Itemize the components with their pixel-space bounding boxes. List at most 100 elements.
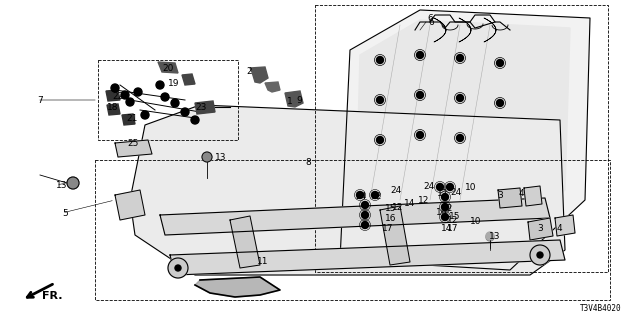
Circle shape	[356, 191, 364, 198]
Circle shape	[202, 152, 212, 162]
Text: 12: 12	[437, 188, 449, 197]
Circle shape	[376, 137, 383, 143]
Circle shape	[497, 60, 504, 67]
Circle shape	[134, 88, 142, 96]
Text: 7: 7	[37, 95, 43, 105]
Text: 14: 14	[441, 223, 452, 233]
Circle shape	[456, 94, 463, 101]
Polygon shape	[122, 114, 135, 125]
Circle shape	[436, 183, 444, 190]
Circle shape	[171, 99, 179, 107]
Text: 12: 12	[392, 203, 403, 212]
Text: 20: 20	[162, 63, 173, 73]
Text: 12: 12	[442, 204, 453, 212]
Text: 3: 3	[497, 190, 503, 199]
Text: 13: 13	[489, 231, 500, 241]
Text: 5: 5	[62, 209, 68, 218]
Polygon shape	[130, 105, 565, 275]
Polygon shape	[498, 188, 522, 208]
Circle shape	[442, 204, 449, 211]
Circle shape	[156, 81, 164, 89]
Circle shape	[417, 92, 424, 99]
Circle shape	[141, 111, 149, 119]
Circle shape	[442, 213, 449, 220]
Polygon shape	[265, 82, 280, 92]
Text: 6: 6	[428, 18, 434, 27]
Circle shape	[486, 233, 494, 241]
Circle shape	[456, 54, 463, 61]
Text: 23: 23	[195, 102, 206, 111]
Circle shape	[111, 84, 119, 92]
Text: 12: 12	[371, 191, 382, 201]
Polygon shape	[555, 215, 575, 236]
Text: 15: 15	[385, 204, 397, 212]
Circle shape	[168, 258, 188, 278]
Circle shape	[417, 132, 424, 139]
Circle shape	[447, 183, 454, 190]
Polygon shape	[107, 104, 120, 115]
Circle shape	[175, 265, 181, 271]
Text: 17: 17	[382, 223, 394, 233]
Text: 8: 8	[305, 157, 311, 166]
Text: 10: 10	[470, 217, 481, 226]
Polygon shape	[182, 74, 195, 85]
Text: 17: 17	[447, 223, 458, 233]
Text: 24: 24	[390, 186, 401, 195]
Text: 11: 11	[257, 258, 269, 267]
Circle shape	[486, 232, 494, 240]
Text: 4: 4	[557, 223, 563, 233]
Circle shape	[537, 252, 543, 258]
Text: 16: 16	[436, 207, 447, 217]
Text: 3: 3	[537, 223, 543, 233]
Circle shape	[376, 97, 383, 103]
Text: 12: 12	[418, 196, 429, 204]
Text: 22: 22	[112, 92, 124, 100]
Polygon shape	[380, 206, 410, 265]
Circle shape	[121, 91, 129, 99]
Polygon shape	[195, 101, 215, 114]
Text: 24: 24	[450, 188, 461, 196]
Circle shape	[362, 212, 369, 219]
Text: 4: 4	[519, 188, 525, 197]
Circle shape	[181, 108, 189, 116]
Text: 1: 1	[287, 97, 292, 106]
Circle shape	[191, 116, 199, 124]
Polygon shape	[528, 218, 553, 240]
Circle shape	[376, 57, 383, 63]
Polygon shape	[340, 10, 590, 270]
Circle shape	[497, 100, 504, 107]
Polygon shape	[115, 140, 152, 157]
Polygon shape	[524, 186, 542, 206]
Circle shape	[530, 245, 550, 265]
Polygon shape	[285, 91, 303, 107]
Polygon shape	[195, 277, 280, 297]
Text: 19: 19	[168, 78, 179, 87]
Text: 24: 24	[355, 191, 366, 201]
Text: 14: 14	[404, 198, 415, 207]
Text: 15: 15	[449, 212, 461, 220]
Circle shape	[362, 221, 369, 228]
Circle shape	[362, 202, 369, 209]
Circle shape	[371, 191, 378, 198]
Text: FR.: FR.	[42, 291, 63, 301]
Text: T3V4B4020: T3V4B4020	[580, 304, 622, 313]
Polygon shape	[160, 198, 550, 235]
Text: 13: 13	[215, 153, 227, 162]
Circle shape	[126, 98, 134, 106]
Text: 12: 12	[447, 215, 458, 225]
Polygon shape	[158, 62, 178, 73]
Text: 6: 6	[427, 13, 433, 22]
Circle shape	[442, 194, 449, 201]
Polygon shape	[250, 67, 268, 83]
Circle shape	[456, 134, 463, 141]
Text: 21: 21	[126, 114, 138, 123]
Polygon shape	[355, 20, 570, 255]
Text: 16: 16	[385, 213, 397, 222]
Text: 13: 13	[56, 180, 67, 189]
Circle shape	[417, 52, 424, 59]
Text: 9: 9	[296, 95, 301, 105]
Polygon shape	[115, 190, 145, 220]
Polygon shape	[106, 90, 120, 101]
Polygon shape	[230, 216, 260, 268]
Text: 25: 25	[127, 139, 138, 148]
